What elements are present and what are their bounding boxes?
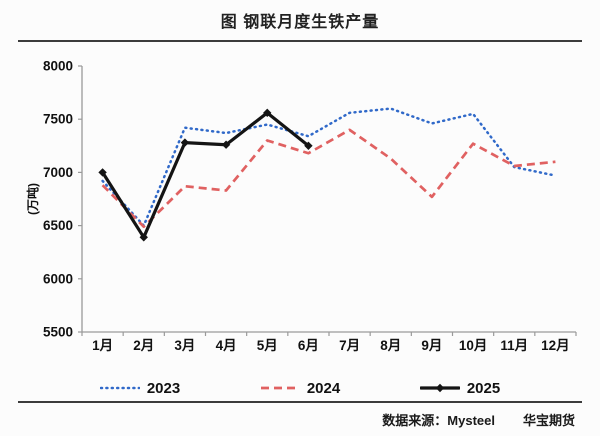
svg-text:7500: 7500 xyxy=(43,112,73,127)
source-label: 数据来源：Mysteel xyxy=(382,413,495,428)
svg-text:8000: 8000 xyxy=(43,59,73,74)
legend-item-2023: 2023 xyxy=(99,379,181,397)
svg-text:6500: 6500 xyxy=(43,218,73,233)
chart-legend: 2023 2024 2025 xyxy=(60,376,540,400)
svg-text:3月: 3月 xyxy=(174,338,195,353)
series-2024-line-sample-icon xyxy=(260,382,300,394)
svg-text:4月: 4月 xyxy=(216,338,237,353)
series-2025-line-sample-icon xyxy=(419,382,460,394)
svg-text:9月: 9月 xyxy=(421,338,442,353)
svg-text:11月: 11月 xyxy=(500,338,528,353)
chart-canvas: 5500 6000 6500 7000 7500 8000 1月 2月 3月 4月 5月 6月 7月 8月… xyxy=(25,59,577,353)
legend-item-2024: 2024 xyxy=(260,380,340,397)
svg-text:10月: 10月 xyxy=(459,338,488,353)
svg-text:(万吨): (万吨) xyxy=(25,183,40,215)
svg-text:12月: 12月 xyxy=(541,338,570,353)
legend-label-2023: 2023 xyxy=(146,379,181,397)
top-divider xyxy=(18,40,582,42)
legend-label-2025: 2025 xyxy=(466,379,501,397)
chart-title: 图 钢联月度生铁产量 xyxy=(220,14,380,31)
bottom-divider xyxy=(18,401,582,403)
source-note: 数据来源：Mysteel 华宝期货 xyxy=(18,410,575,429)
svg-text:7000: 7000 xyxy=(43,165,73,180)
svg-text:1月: 1月 xyxy=(92,338,113,353)
svg-text:2月: 2月 xyxy=(133,338,154,353)
svg-text:5月: 5月 xyxy=(257,338,278,353)
source-brand: 华宝期货 xyxy=(522,413,575,428)
svg-text:7月: 7月 xyxy=(339,338,360,353)
legend-item-2025: 2025 xyxy=(419,379,501,397)
svg-text:5500: 5500 xyxy=(43,325,73,340)
svg-text:6000: 6000 xyxy=(43,271,73,286)
legend-label-2024: 2024 xyxy=(306,379,341,397)
svg-text:8月: 8月 xyxy=(380,338,401,353)
series-2023-line-sample-icon xyxy=(99,382,140,394)
svg-text:6月: 6月 xyxy=(298,338,319,353)
